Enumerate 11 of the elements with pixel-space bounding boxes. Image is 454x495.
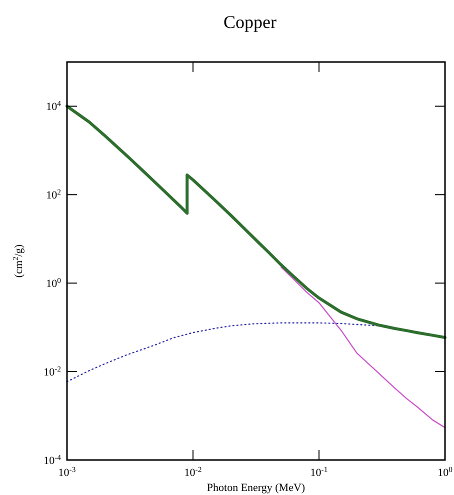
y-tick-label: 10$^{-2}$ xyxy=(44,364,62,379)
x-tick-label: 10$^{-1}$ xyxy=(310,464,328,479)
x-axis-title: Photon Energy (MeV) xyxy=(206,482,306,494)
y-tick-label: 10$^{2}$ xyxy=(46,187,62,202)
x-tick-label: 10$^{0}$ xyxy=(438,464,453,479)
y-tick-label: 10$^{-4}$ xyxy=(44,452,62,467)
x-tick-label: 10$^{-3}$ xyxy=(58,464,76,479)
x-tick-label: 10$^{-2}$ xyxy=(184,464,202,479)
y-tick-label: 10$^{0}$ xyxy=(46,276,62,290)
chart-title: Copper xyxy=(224,12,276,32)
y-tick-label: 10$^{4}$ xyxy=(46,98,62,114)
